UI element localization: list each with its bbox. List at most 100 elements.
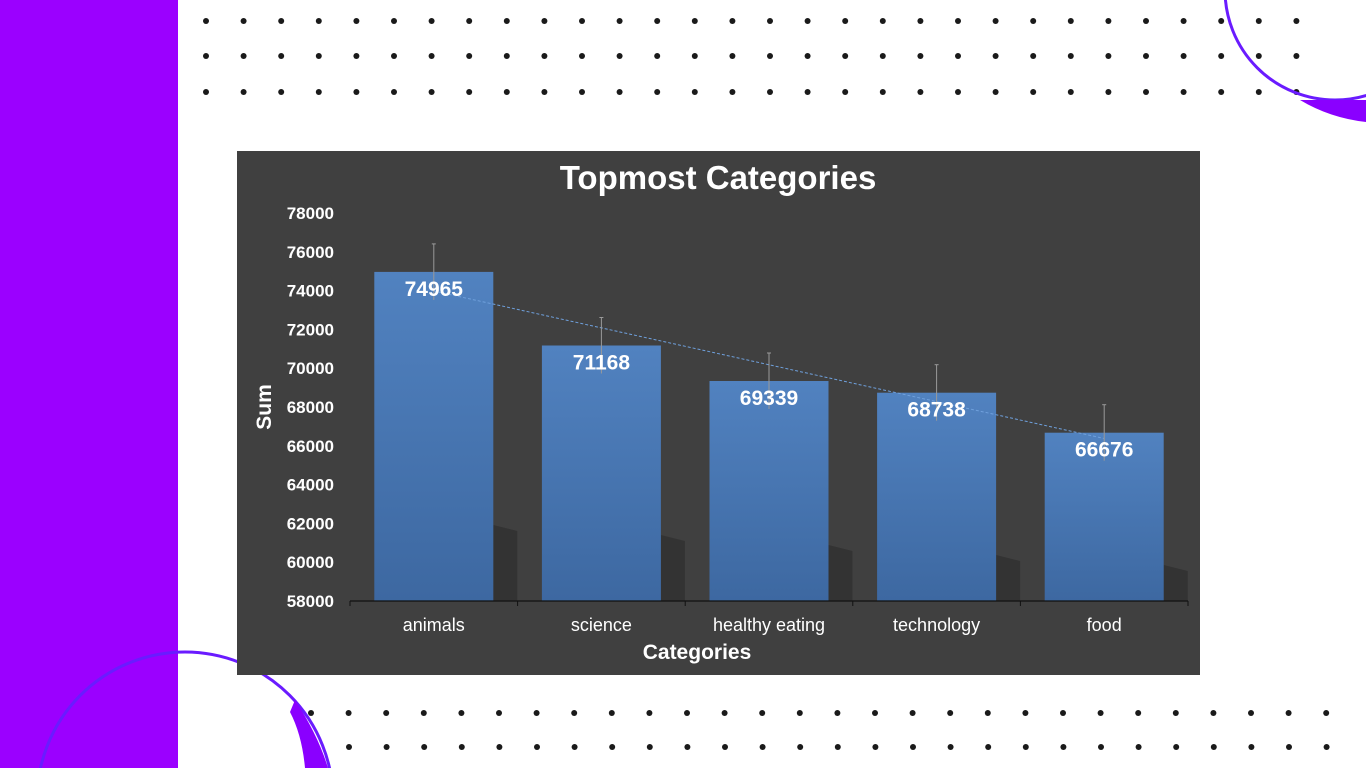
decor-dot <box>879 89 886 95</box>
data-label: 68738 <box>907 399 966 422</box>
decor-dot <box>1286 744 1292 750</box>
data-labels: 74965 71168 69339 68738 66676 <box>405 278 1134 462</box>
decor-dot <box>616 53 623 59</box>
error-bars <box>431 243 1107 461</box>
decor-dot <box>1255 18 1262 24</box>
decor-dot <box>420 710 427 716</box>
decor-dot <box>842 53 849 59</box>
y-tick-label: 64000 <box>287 476 334 495</box>
decor-dot <box>910 744 916 750</box>
decor-dot <box>1098 744 1104 750</box>
decor-dot <box>541 89 548 95</box>
y-tick-label: 70000 <box>287 359 334 378</box>
decor-dot <box>503 53 510 59</box>
decor-dot <box>796 710 803 716</box>
decor-dot <box>353 18 360 24</box>
trendline <box>433 290 1105 439</box>
decor-dot <box>804 89 811 95</box>
decor-dot <box>992 89 999 95</box>
decor-dot <box>1143 89 1149 95</box>
decor-dot <box>729 53 736 59</box>
decor-dot <box>428 18 435 24</box>
decor-dot <box>533 710 540 716</box>
bar-shadow <box>828 545 853 601</box>
decor-dot <box>308 710 314 716</box>
decor-dot <box>616 89 623 95</box>
decor-dot <box>879 18 886 24</box>
decor-dot <box>1172 710 1179 716</box>
decor-dot <box>654 18 661 24</box>
decor-dot <box>1022 710 1029 716</box>
dot-pattern-bottom <box>308 710 1330 750</box>
y-tick-label: 58000 <box>287 592 334 611</box>
decor-dot <box>1218 53 1225 59</box>
decor-dot <box>391 53 397 59</box>
decor-dot <box>1135 710 1142 716</box>
decor-dot <box>1135 744 1142 750</box>
decor-dot <box>466 89 473 95</box>
decor-dot <box>917 89 924 95</box>
decor-dot <box>767 18 773 24</box>
decor-dot <box>721 710 728 716</box>
decor-dot <box>842 18 849 24</box>
decor-dot <box>984 710 991 716</box>
decor-dot <box>240 18 247 24</box>
decor-dot <box>203 53 209 59</box>
decor-dot <box>654 53 661 59</box>
decor-dot <box>541 18 548 24</box>
decor-dot <box>654 89 661 95</box>
decor-dot <box>759 710 766 716</box>
decor-dot <box>428 89 435 95</box>
x-tick-label: technology <box>893 615 980 635</box>
decor-dot <box>383 744 390 750</box>
decor-dot <box>834 710 841 716</box>
decor-dot <box>1060 744 1067 750</box>
decor-dot <box>917 18 924 24</box>
decor-dot <box>203 18 209 24</box>
decor-dot <box>947 710 954 716</box>
y-tick-label: 62000 <box>287 514 334 533</box>
decor-dot <box>1143 18 1149 24</box>
decor-dot <box>1030 89 1037 95</box>
decor-dot <box>391 89 397 95</box>
decor-dot <box>842 89 849 95</box>
decor-dot <box>503 18 510 24</box>
decor-dot <box>759 744 766 750</box>
decor-dot <box>955 89 961 95</box>
y-tick-label: 60000 <box>287 553 334 572</box>
decor-dot <box>797 744 804 750</box>
decor-dot <box>353 89 360 95</box>
decor-dot <box>466 53 473 59</box>
dot-pattern-top <box>203 18 1300 95</box>
decor-dot <box>1067 89 1074 95</box>
decor-dot <box>1323 710 1330 716</box>
decor-dot <box>203 89 209 95</box>
decor-dot <box>1180 89 1187 95</box>
decor-dot <box>240 89 247 95</box>
decor-dot <box>1067 53 1074 59</box>
decor-dot <box>458 744 465 750</box>
bar-chart: Topmost Categories 58000 60000 62000 64000 6… <box>253 159 1189 664</box>
decor-dot <box>917 53 924 59</box>
x-axis: animals science healthy eating technology fo… <box>349 600 1189 635</box>
decor-dot <box>1173 744 1180 750</box>
decor-dot <box>1180 18 1187 24</box>
decor-dot <box>722 744 728 750</box>
decor-dot <box>691 89 698 95</box>
decor-dot <box>1293 18 1300 24</box>
circle-decoration-bottom-left <box>38 650 332 768</box>
decor-dot <box>1218 89 1225 95</box>
decor-dot <box>278 89 285 95</box>
data-label: 71168 <box>573 352 631 375</box>
decor-dot <box>1067 18 1074 24</box>
bar-food <box>1044 432 1164 601</box>
chart-panel: Topmost Categories 58000 60000 62000 64000 6… <box>237 151 1200 675</box>
decor-dot <box>1285 710 1292 716</box>
bar-shadow <box>996 555 1021 601</box>
bar-shadow <box>1163 565 1188 601</box>
y-tick-label: 78000 <box>287 204 334 223</box>
decor-dot <box>729 89 736 95</box>
decor-dot <box>985 744 992 750</box>
decor-dot <box>346 744 352 750</box>
